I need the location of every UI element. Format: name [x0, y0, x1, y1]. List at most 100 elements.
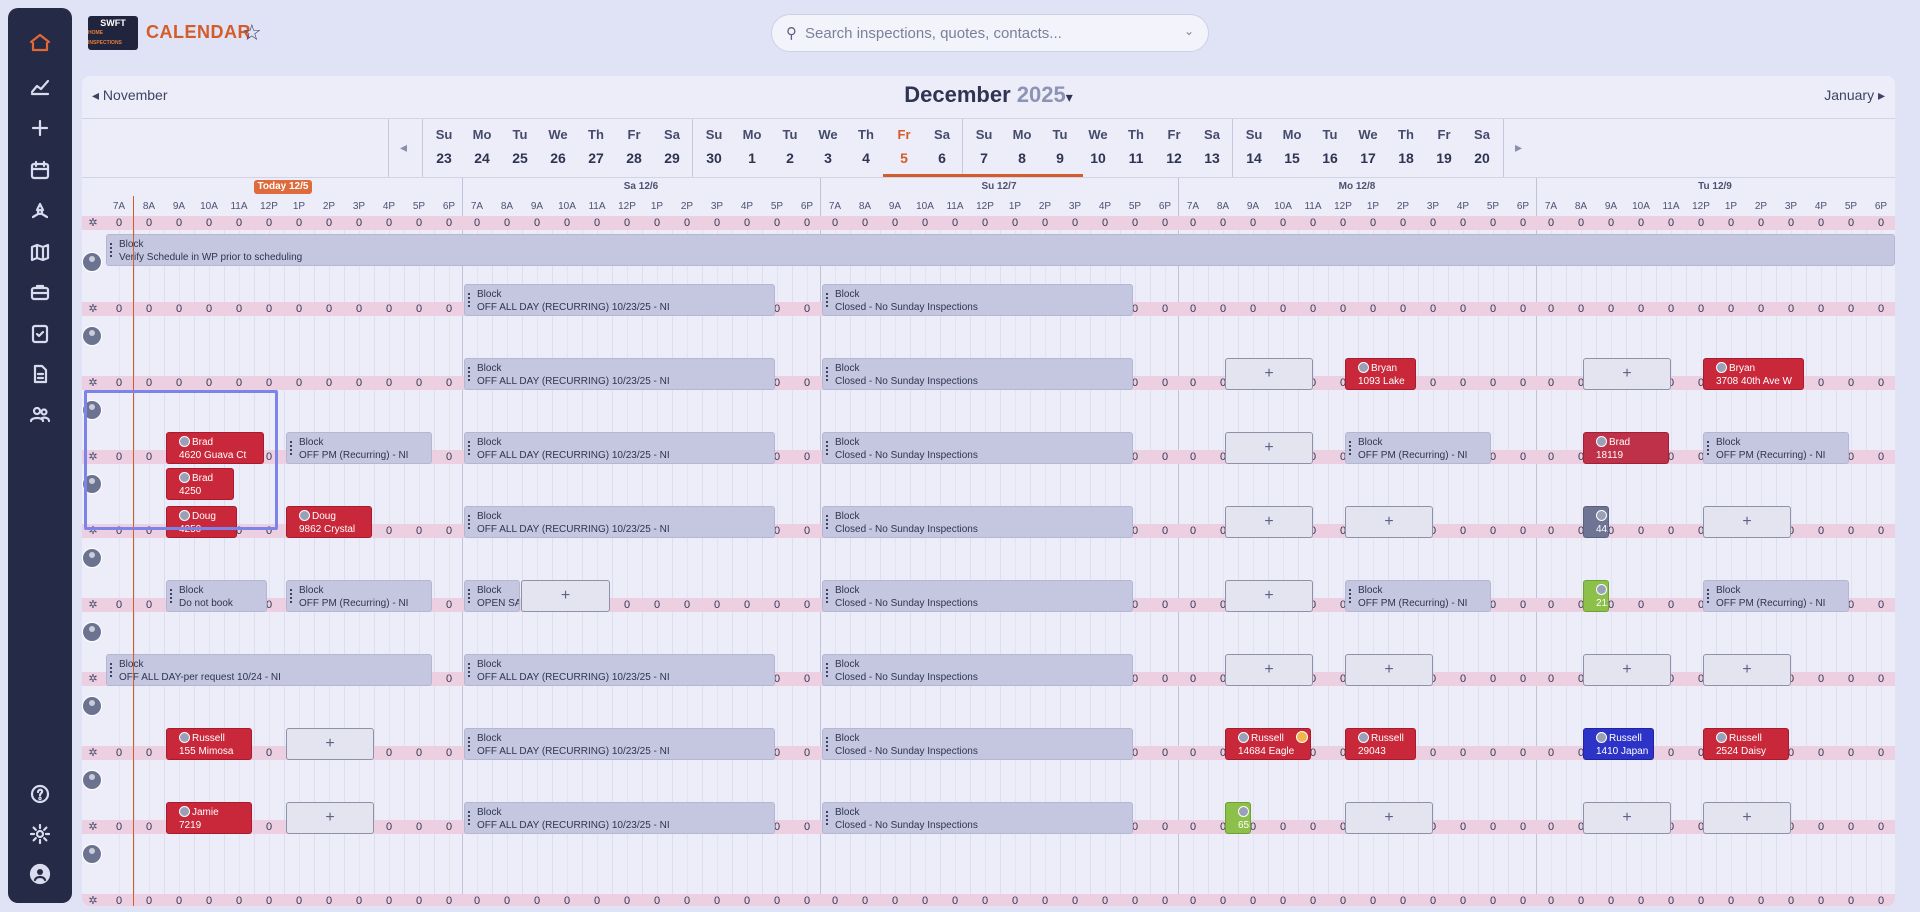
strip-day-5[interactable]: Fr 5 [885, 119, 923, 177]
next-month-button[interactable]: January ▸ [1824, 87, 1885, 103]
block-event[interactable]: Block Closed - No Sunday Inspections [822, 506, 1133, 538]
block-event[interactable]: Block Closed - No Sunday Inspections [822, 284, 1133, 316]
add-icon[interactable] [20, 108, 60, 148]
block-event[interactable]: Block OFF ALL DAY (RECURRING) 10/23/25 - … [464, 432, 775, 464]
strip-day-14[interactable]: Su 14 [1235, 119, 1273, 177]
block-event[interactable]: Block OFF PM (Recurring) - NI [286, 432, 432, 464]
strip-day-13[interactable]: Sa 13 [1193, 119, 1231, 177]
inspection-event[interactable]: Russell 14684 Eagle [1225, 728, 1311, 760]
strip-day-2[interactable]: Tu 2 [771, 119, 809, 177]
strip-day-12[interactable]: Fr 12 [1155, 119, 1193, 177]
inspector-avatar[interactable] [82, 400, 102, 420]
block-event[interactable]: Block OFF PM (Recurring) - NI [1345, 580, 1491, 612]
add-inspection-button[interactable]: + [1583, 802, 1671, 834]
block-event[interactable]: Block OFF ALL DAY (RECURRING) 10/23/25 - … [464, 654, 775, 686]
day-header[interactable]: Su 12/7 [981, 181, 1017, 192]
block-event[interactable]: Block OFF PM (Recurring) - NI [1345, 432, 1491, 464]
capacity-icon[interactable]: ✲ [88, 525, 98, 537]
capacity-icon[interactable]: ✲ [88, 673, 98, 685]
add-inspection-button[interactable]: + [1345, 654, 1433, 686]
strip-day-3[interactable]: We 3 [809, 119, 847, 177]
add-inspection-button[interactable]: + [1345, 802, 1433, 834]
strip-day-26[interactable]: We 26 [539, 119, 577, 177]
inspection-event[interactable]: Jamie 7219 [166, 802, 252, 834]
add-inspection-button[interactable]: + [1225, 506, 1313, 538]
strip-day-15[interactable]: Mo 15 [1273, 119, 1311, 177]
block-event[interactable]: Block Do not book [166, 580, 267, 612]
block-event[interactable]: Block Closed - No Sunday Inspections [822, 358, 1133, 390]
chevron-down-icon[interactable]: ⌄ [1183, 24, 1194, 38]
month-dropdown-icon[interactable]: ▾ [1065, 89, 1073, 105]
capacity-icon[interactable]: ✲ [88, 451, 98, 463]
block-event[interactable]: Block OFF ALL DAY (RECURRING) 10/23/25 - … [464, 506, 775, 538]
strip-day-6[interactable]: Sa 6 [923, 119, 961, 177]
company-logo[interactable]: SWFT HOME INSPECTIONS [88, 16, 138, 50]
dashboard-chart-icon[interactable] [20, 66, 60, 106]
inspector-avatar[interactable] [82, 548, 102, 568]
capacity-icon[interactable]: ✲ [88, 599, 98, 611]
block-event[interactable]: Block OFF PM (Recurring) - NI [286, 580, 432, 612]
inspection-event[interactable]: Russell 155 Mimosa [166, 728, 252, 760]
strip-day-16[interactable]: Tu 16 [1311, 119, 1349, 177]
day-header[interactable]: Tu 12/9 [1698, 181, 1732, 192]
search-input[interactable]: ⚲ Search inspections, quotes, contacts..… [771, 14, 1209, 52]
strip-day-18[interactable]: Th 18 [1387, 119, 1425, 177]
strip-next-arrow[interactable]: ▸ [1515, 139, 1523, 155]
favorite-star-icon[interactable]: ☆ [242, 20, 262, 45]
add-inspection-button[interactable]: + [1225, 432, 1313, 464]
strip-day-8[interactable]: Mo 8 [1003, 119, 1041, 177]
block-event[interactable]: Block OFF ALL DAY (RECURRING) 10/23/25 - … [464, 284, 775, 316]
strip-day-20[interactable]: Sa 20 [1463, 119, 1501, 177]
inspector-avatar[interactable] [82, 326, 102, 346]
account-icon[interactable] [20, 854, 60, 894]
gear-icon[interactable] [20, 814, 60, 854]
strip-day-19[interactable]: Fr 19 [1425, 119, 1463, 177]
capacity-icon[interactable]: ✲ [88, 377, 98, 389]
inspection-event[interactable]: Brad 4250 [166, 468, 234, 500]
strip-day-4[interactable]: Th 4 [847, 119, 885, 177]
add-inspection-button[interactable]: + [1225, 580, 1313, 612]
strip-day-28[interactable]: Fr 28 [615, 119, 653, 177]
inspection-event[interactable]: Russell 2524 Daisy [1703, 728, 1789, 760]
strip-day-10[interactable]: We 10 [1079, 119, 1117, 177]
add-inspection-button[interactable]: + [1703, 654, 1791, 686]
inspector-avatar[interactable] [82, 844, 102, 864]
block-event[interactable]: Block Closed - No Sunday Inspections [822, 802, 1133, 834]
block-event[interactable]: Block OFF ALL DAY (RECURRING) 10/23/25 - … [464, 728, 775, 760]
capacity-icon[interactable]: ✲ [88, 821, 98, 833]
inspection-event[interactable]: Brad 18119 [1583, 432, 1669, 464]
inspection-event[interactable]: Russell 1410 Japan [1583, 728, 1654, 760]
block-event[interactable]: Block OFF ALL DAY (RECURRING) 10/23/25 - … [464, 802, 775, 834]
inspection-event[interactable]: J655 I [1225, 802, 1251, 834]
add-inspection-button[interactable]: + [286, 728, 374, 760]
strip-day-30[interactable]: Su 30 [695, 119, 733, 177]
map-icon[interactable] [20, 232, 60, 272]
inspection-event[interactable]: Russell 29043 [1345, 728, 1416, 760]
inspection-event[interactable]: Bryan 1093 Lake [1345, 358, 1416, 390]
day-header[interactable]: Sa 12/6 [623, 181, 659, 192]
block-event[interactable]: Block Closed - No Sunday Inspections [822, 432, 1133, 464]
inspection-event[interactable]: Doug 4250 [166, 506, 237, 538]
add-inspection-button[interactable]: + [286, 802, 374, 834]
strip-day-11[interactable]: Th 11 [1117, 119, 1155, 177]
add-inspection-button[interactable]: + [1583, 358, 1671, 390]
calendar-icon[interactable] [20, 150, 60, 190]
inspector-avatar[interactable] [82, 696, 102, 716]
strip-day-23[interactable]: Su 23 [425, 119, 463, 177]
block-event[interactable]: Block OPEN SAT [464, 580, 520, 612]
capacity-icon[interactable]: ✲ [88, 217, 98, 229]
block-event[interactable]: Block Verify Schedule in WP prior to sche… [106, 234, 1895, 266]
block-event[interactable]: Block OFF PM (Recurring) - NI [1703, 580, 1849, 612]
briefcase-icon[interactable] [20, 272, 60, 312]
strip-day-25[interactable]: Tu 25 [501, 119, 539, 177]
checklist-icon[interactable] [20, 314, 60, 354]
previous-month-button[interactable]: ◂ November [92, 87, 168, 103]
add-inspection-button[interactable]: + [1703, 506, 1791, 538]
block-event[interactable]: Block OFF ALL DAY-per request 10/24 - NI [106, 654, 432, 686]
radiation-icon[interactable] [20, 192, 60, 232]
inspector-avatar[interactable] [82, 770, 102, 790]
inspection-event[interactable]: Bryan 3708 40th Ave W [1703, 358, 1804, 390]
strip-day-24[interactable]: Mo 24 [463, 119, 501, 177]
add-inspection-button[interactable]: + [1345, 506, 1433, 538]
strip-day-7[interactable]: Su 7 [965, 119, 1003, 177]
